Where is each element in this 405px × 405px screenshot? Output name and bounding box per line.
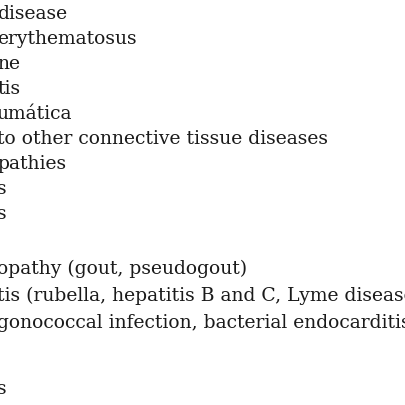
Text: s: s xyxy=(0,380,6,398)
Text: disease: disease xyxy=(0,5,67,23)
Text: umática: umática xyxy=(0,105,72,123)
Text: tis (rubella, hepatitis B and C, Lyme disease, ʼ: tis (rubella, hepatitis B and C, Lyme di… xyxy=(0,287,405,305)
Text: tis: tis xyxy=(0,80,20,98)
Text: opathy (gout, pseudogout): opathy (gout, pseudogout) xyxy=(0,260,247,278)
Text: s: s xyxy=(0,180,6,198)
Text: pathies: pathies xyxy=(0,155,66,173)
Text: gonococcal infection, bacterial endocarditis,: gonococcal infection, bacterial endocard… xyxy=(0,314,405,332)
Text: s: s xyxy=(0,205,6,223)
Text: to other connective tissue diseases: to other connective tissue diseases xyxy=(0,130,328,148)
Text: ne: ne xyxy=(0,55,20,73)
Text: erythematosus: erythematosus xyxy=(0,30,136,48)
